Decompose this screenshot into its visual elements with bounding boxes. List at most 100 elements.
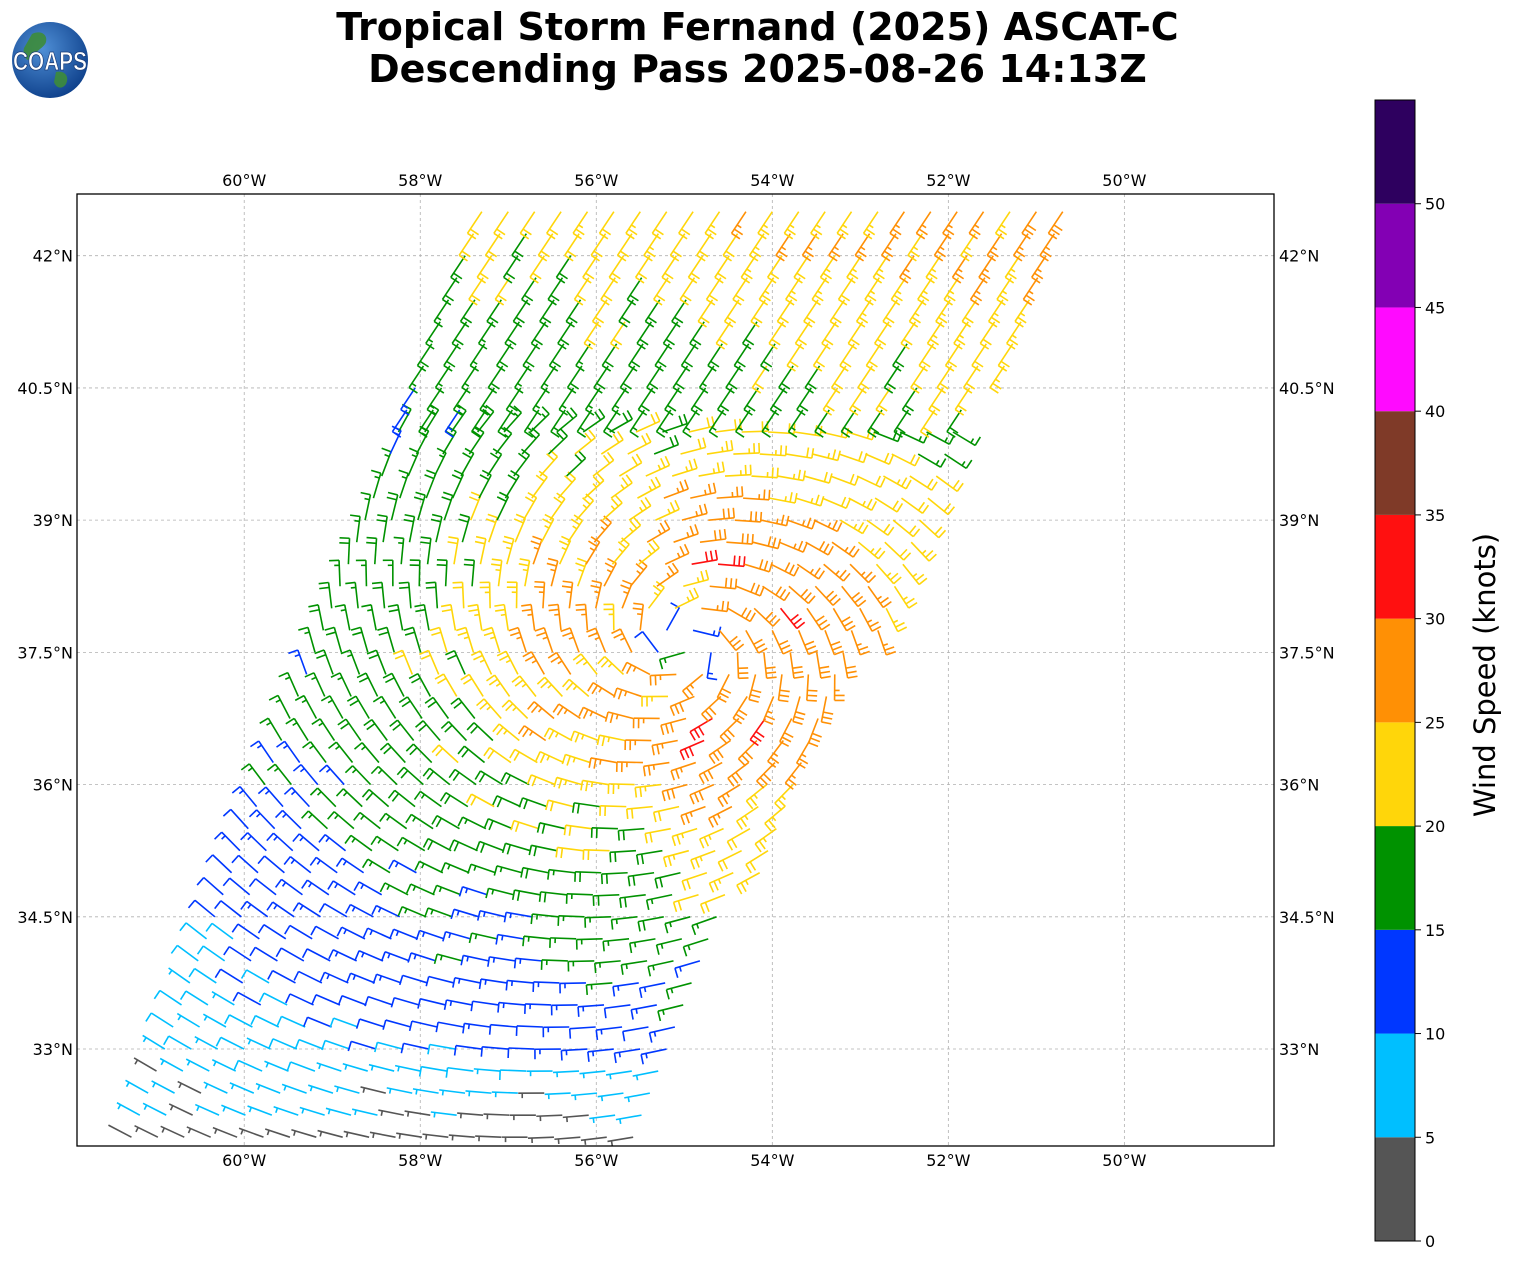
wind-barb xyxy=(543,727,573,742)
wind-barb xyxy=(292,833,320,852)
wind-barb xyxy=(927,497,956,516)
wind-barb xyxy=(468,277,484,306)
wind-barb xyxy=(372,695,397,719)
wind-barb xyxy=(978,255,994,284)
wind-barb xyxy=(311,718,336,741)
wind-barb xyxy=(517,725,547,742)
wind-barb xyxy=(812,343,829,372)
wind-barb xyxy=(655,409,672,438)
wind-barb xyxy=(176,1012,201,1028)
wind-barb xyxy=(544,1092,571,1100)
colorbar-title-box: Wind Speed (knots) xyxy=(1450,533,1513,817)
wind-barb xyxy=(556,407,578,433)
wind-barb xyxy=(430,513,443,543)
wind-barb xyxy=(962,365,979,394)
wind-barb xyxy=(328,949,357,962)
wind-barb xyxy=(509,1114,536,1121)
wind-barb xyxy=(641,695,668,707)
wind-barb xyxy=(891,453,921,467)
wind-barb xyxy=(507,1047,535,1059)
wind-barb xyxy=(664,543,690,565)
wind-barb xyxy=(476,698,502,720)
wind-barb xyxy=(672,894,699,913)
wind-barb xyxy=(595,1026,623,1041)
wind-barb xyxy=(539,299,555,328)
wind-barb xyxy=(582,408,606,433)
wind-barb xyxy=(855,299,872,328)
wind-barb xyxy=(186,1126,212,1138)
wind-barb xyxy=(344,903,374,918)
wind-barb xyxy=(862,211,879,240)
wind-barb xyxy=(429,626,448,653)
wind-barb xyxy=(854,233,871,262)
wind-barb xyxy=(445,649,466,675)
wind-barb xyxy=(785,277,801,306)
wind-barb xyxy=(442,425,457,455)
wind-barb xyxy=(275,947,305,962)
wind-barb xyxy=(619,893,646,909)
wind-barb xyxy=(462,1022,491,1034)
wind-barb xyxy=(926,321,943,350)
wind-barb xyxy=(892,519,921,538)
wind-barb xyxy=(572,211,589,240)
wind-barb xyxy=(745,783,768,810)
wind-barb xyxy=(477,404,495,433)
wind-barb xyxy=(370,469,382,499)
wind-barb xyxy=(170,944,199,962)
wind-barb xyxy=(770,562,800,577)
lat-tick-label-right: 42°N xyxy=(1279,247,1319,266)
wind-barb xyxy=(705,277,722,306)
wind-barb xyxy=(529,406,550,433)
wind-barb xyxy=(603,1004,631,1019)
wind-barb xyxy=(185,1058,210,1072)
wind-barb xyxy=(987,299,1004,328)
lon-tick-label-bottom: 54°W xyxy=(750,1151,794,1170)
wind-barb xyxy=(661,783,688,802)
wind-barb xyxy=(831,541,860,558)
wind-barb xyxy=(536,676,563,697)
wind-barb xyxy=(841,585,867,608)
wind-barb xyxy=(414,603,430,631)
wind-barb xyxy=(214,831,241,852)
wind-barb xyxy=(842,652,858,679)
wind-barb xyxy=(846,255,862,284)
wind-barb xyxy=(550,409,566,438)
wind-barb xyxy=(382,1019,412,1030)
lat-tick-label-right: 39°N xyxy=(1279,511,1319,530)
wind-barb xyxy=(409,559,421,587)
wind-barb xyxy=(346,972,376,984)
wind-barb xyxy=(442,930,471,942)
wind-barb xyxy=(303,1016,332,1028)
wind-barb xyxy=(690,387,707,416)
wind-barb xyxy=(443,343,459,372)
wind-barb xyxy=(690,482,717,499)
wind-barb xyxy=(971,343,987,372)
wind-barb xyxy=(568,1026,596,1039)
wind-barb xyxy=(361,788,390,808)
wind-barb xyxy=(534,580,546,609)
wind-barb xyxy=(478,978,507,990)
wind-barb xyxy=(302,741,327,764)
wind-barb xyxy=(572,653,598,675)
wind-barb xyxy=(276,740,301,764)
wind-barb xyxy=(926,431,955,445)
wind-barb xyxy=(564,233,580,262)
lon-tick-label-top: 58°W xyxy=(398,171,442,190)
wind-barb xyxy=(196,945,226,962)
wind-barb xyxy=(485,887,514,899)
wind-barb xyxy=(567,514,584,543)
wind-barb xyxy=(591,299,608,328)
wind-barb xyxy=(223,945,252,962)
wind-barb xyxy=(469,343,486,372)
wind-barb xyxy=(353,881,383,896)
wind-barb xyxy=(179,990,209,1006)
wind-barb xyxy=(250,740,274,764)
wind-barb xyxy=(467,603,483,631)
wind-barb xyxy=(505,387,522,416)
wind-barb xyxy=(767,255,783,284)
wind-barb xyxy=(979,321,996,350)
wind-barb xyxy=(534,1048,561,1060)
wind-barb xyxy=(634,631,659,653)
wind-barb xyxy=(478,469,492,499)
wind-barb xyxy=(394,1064,421,1072)
